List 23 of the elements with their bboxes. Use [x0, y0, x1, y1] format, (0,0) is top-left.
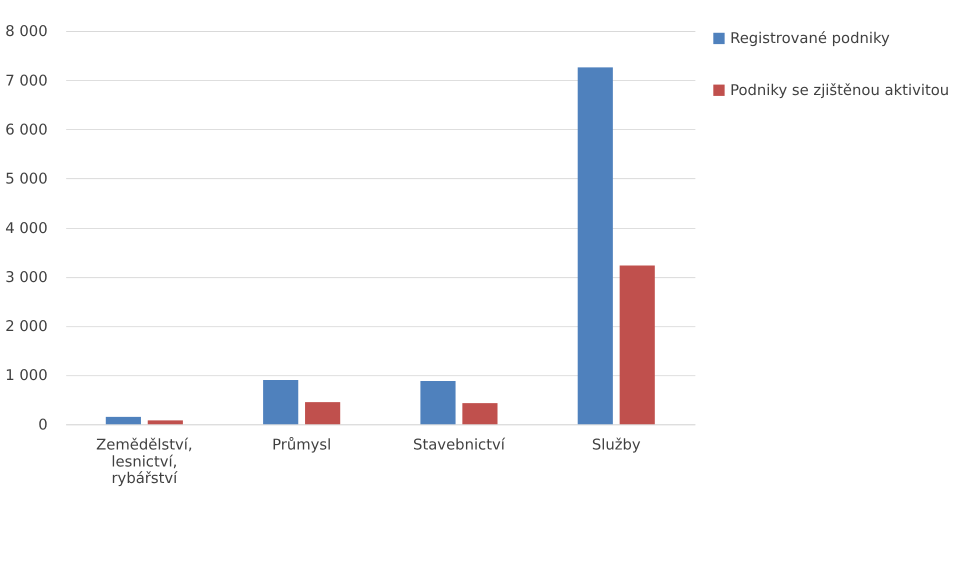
bar — [263, 380, 298, 424]
y-tick-label: 4 000 — [5, 220, 48, 237]
bar — [578, 67, 613, 424]
legend-label: Registrované podniky — [730, 30, 890, 48]
x-tick-label: Služby — [592, 436, 641, 454]
y-tick-label: 6 000 — [5, 121, 48, 138]
y-tick-label: 8 000 — [5, 23, 48, 40]
legend-label: Podniky se zjištěnou aktivitou — [730, 82, 950, 99]
bar — [620, 266, 655, 424]
x-tick-label: Zemědělství, lesnictví, rybářství — [96, 436, 193, 488]
y-tick-label: 7 000 — [5, 72, 48, 90]
x-tick-label: Průmysl — [272, 436, 332, 454]
bar — [148, 420, 183, 424]
bar — [305, 402, 340, 424]
y-tick-label: 0 — [38, 416, 48, 434]
bar — [420, 381, 456, 424]
y-tick-label: 2 000 — [5, 318, 48, 336]
x-tick-label: Stavebnictví — [413, 436, 506, 454]
bar — [462, 403, 498, 424]
y-tick-label: 3 000 — [5, 268, 48, 286]
y-tick-label: 1 000 — [5, 367, 48, 384]
y-tick-label: 5 000 — [5, 170, 48, 188]
bar — [106, 416, 141, 424]
